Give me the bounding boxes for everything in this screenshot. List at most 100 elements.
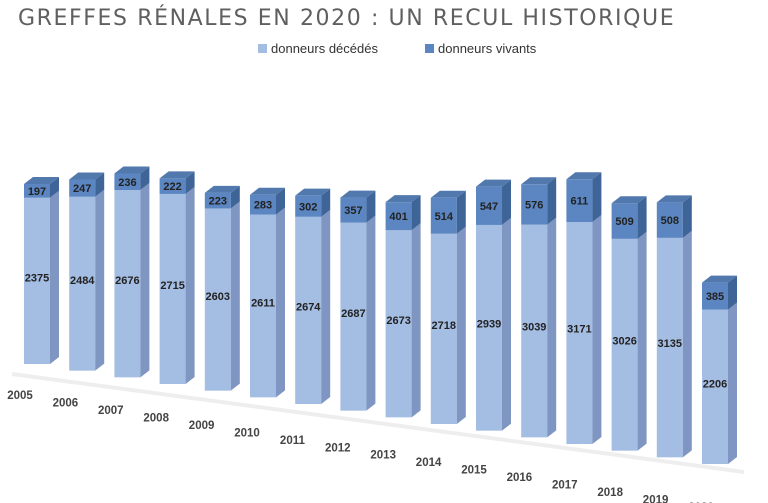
bar-side-donneurs-vivants-2011 [321,188,331,217]
value-label-donneurs-decedes-2008: 2715 [160,280,184,292]
value-label-donneurs-decedes-2012: 2687 [341,308,365,320]
value-label-donneurs-vivants-2005: 197 [28,186,46,198]
bar-donneurs-decedes-2019 [656,237,683,458]
value-label-donneurs-decedes-2014: 2718 [432,320,456,332]
value-label-donneurs-decedes-2010: 2611 [251,297,275,309]
bar-group-2017 [566,172,602,444]
bar-donneurs-decedes-2005 [24,197,50,364]
bar-top-2008 [159,171,195,179]
x-tick-2015: 2015 [461,465,487,477]
bar-side-donneurs-vivants-2009 [230,185,240,209]
bar-donneurs-vivants-2016 [521,184,548,225]
bar-donneurs-decedes-2014 [430,233,457,424]
legend-label: donneurs vivants [438,41,537,56]
bar-donneurs-vivants-2010 [250,194,276,215]
bar-top-2006 [69,172,105,180]
value-label-donneurs-vivants-2016: 576 [525,199,543,211]
bar-top-2005 [24,176,59,184]
bar-group-2019 [656,195,692,458]
bar-group-2014 [430,190,466,424]
value-label-donneurs-decedes-2011: 2674 [296,302,321,314]
bar-side-donneurs-decedes-2008 [185,186,195,384]
value-labels: 2375 197 2484 247 2676 236 2715 222 2603 223 2611 2… [25,177,727,391]
legend-swatch [258,44,267,53]
bar-top-2018 [611,196,647,204]
bar-group-2009 [204,185,240,391]
bar-donneurs-decedes-2011 [295,216,322,404]
value-label-donneurs-vivants-2020: 385 [706,291,724,303]
bar-donneurs-decedes-2020 [702,309,728,464]
bar-group-2013 [385,195,421,418]
bar-side-donneurs-vivants-2014 [456,190,466,234]
floor-line [12,372,744,474]
legend-label: donneurs décédés [271,41,378,56]
bar-side-donneurs-vivants-2010 [276,187,285,215]
value-label-donneurs-vivants-2017: 611 [571,196,589,208]
bar-donneurs-vivants-2011 [295,195,322,217]
bar-donneurs-decedes-2018 [611,238,638,451]
x-tick-2017: 2017 [552,480,578,492]
bar-donneurs-decedes-2013 [385,230,412,418]
bar-donneurs-vivants-2019 [656,202,683,238]
x-tick-2016: 2016 [507,472,533,484]
bar-side-donneurs-decedes-2013 [411,223,421,418]
value-label-donneurs-decedes-2007: 2676 [115,275,139,287]
bar-top-2015 [476,179,511,187]
bar-side-donneurs-vivants-2008 [185,171,195,194]
bar-group-2006 [69,172,105,371]
value-label-donneurs-decedes-2018: 3026 [612,336,636,348]
bar-group-2007 [114,166,150,378]
bar-donneurs-vivants-2008 [159,178,186,194]
bar-group-2010 [250,187,285,398]
bar-side-donneurs-decedes-2017 [592,215,602,444]
value-label-donneurs-decedes-2005: 2375 [25,273,49,285]
bar-side-donneurs-vivants-2013 [411,195,421,231]
bar-side-donneurs-decedes-2014 [456,226,466,424]
value-label-donneurs-vivants-2009: 223 [209,196,227,208]
bar-donneurs-vivants-2006 [69,179,96,197]
bar-donneurs-vivants-2017 [566,179,593,223]
bar-top-2019 [656,195,692,203]
x-axis-tick-labels: 2005 2006 2007 2008 2009 2010 2011 2012 2013 2014… [7,390,714,503]
value-label-donneurs-vivants-2018: 509 [615,216,633,228]
bar-top-2013 [385,195,421,203]
bar-donneurs-decedes-2006 [69,196,96,371]
bar-side-donneurs-decedes-2009 [230,201,240,391]
value-label-donneurs-vivants-2011: 302 [299,201,317,213]
x-tick-2012: 2012 [325,442,351,454]
bar-side-donneurs-vivants-2016 [547,177,557,225]
bar-donneurs-vivants-2012 [340,197,367,223]
bar-top-2020 [702,275,737,283]
bar-side-donneurs-decedes-2015 [502,217,511,431]
bar-donneurs-vivants-2014 [430,197,457,234]
legend-item-donneurs-vivants: donneurs vivants [425,41,537,56]
bar-side-donneurs-decedes-2018 [637,231,647,451]
bar-side-donneurs-decedes-2016 [547,217,557,438]
bar-side-donneurs-decedes-2006 [95,189,105,371]
value-label-donneurs-vivants-2010: 283 [254,200,272,212]
value-label-donneurs-decedes-2015: 2939 [477,319,501,331]
bar-donneurs-decedes-2008 [159,193,186,384]
chart-legend: donneurs décédés donneurs vivants [258,41,537,56]
legend-swatch [425,44,434,53]
bar-donneurs-vivants-2007 [114,173,141,191]
x-tick-2019: 2019 [643,495,669,503]
value-label-donneurs-vivants-2014: 514 [435,211,454,223]
bar-donneurs-decedes-2010 [250,214,276,398]
legend-item-donneurs-decedes: donneurs décédés [258,41,378,56]
bar-donneurs-decedes-2007 [114,190,141,378]
bar-top-2017 [566,172,602,180]
bar-side-donneurs-vivants-2020 [728,275,737,310]
bar-donneurs-decedes-2009 [204,208,231,391]
bar-side-donneurs-decedes-2011 [321,209,331,404]
bar-donneurs-vivants-2013 [385,202,412,231]
bar-group-2018 [611,196,647,451]
bar-top-2009 [204,185,240,193]
bar-group-2008 [159,171,195,384]
bar-top-2007 [114,166,150,174]
bar-top-2010 [250,187,285,195]
bar-side-donneurs-decedes-2005 [50,190,59,364]
bar-donneurs-decedes-2017 [566,222,593,444]
bar-side-donneurs-vivants-2019 [682,195,692,238]
